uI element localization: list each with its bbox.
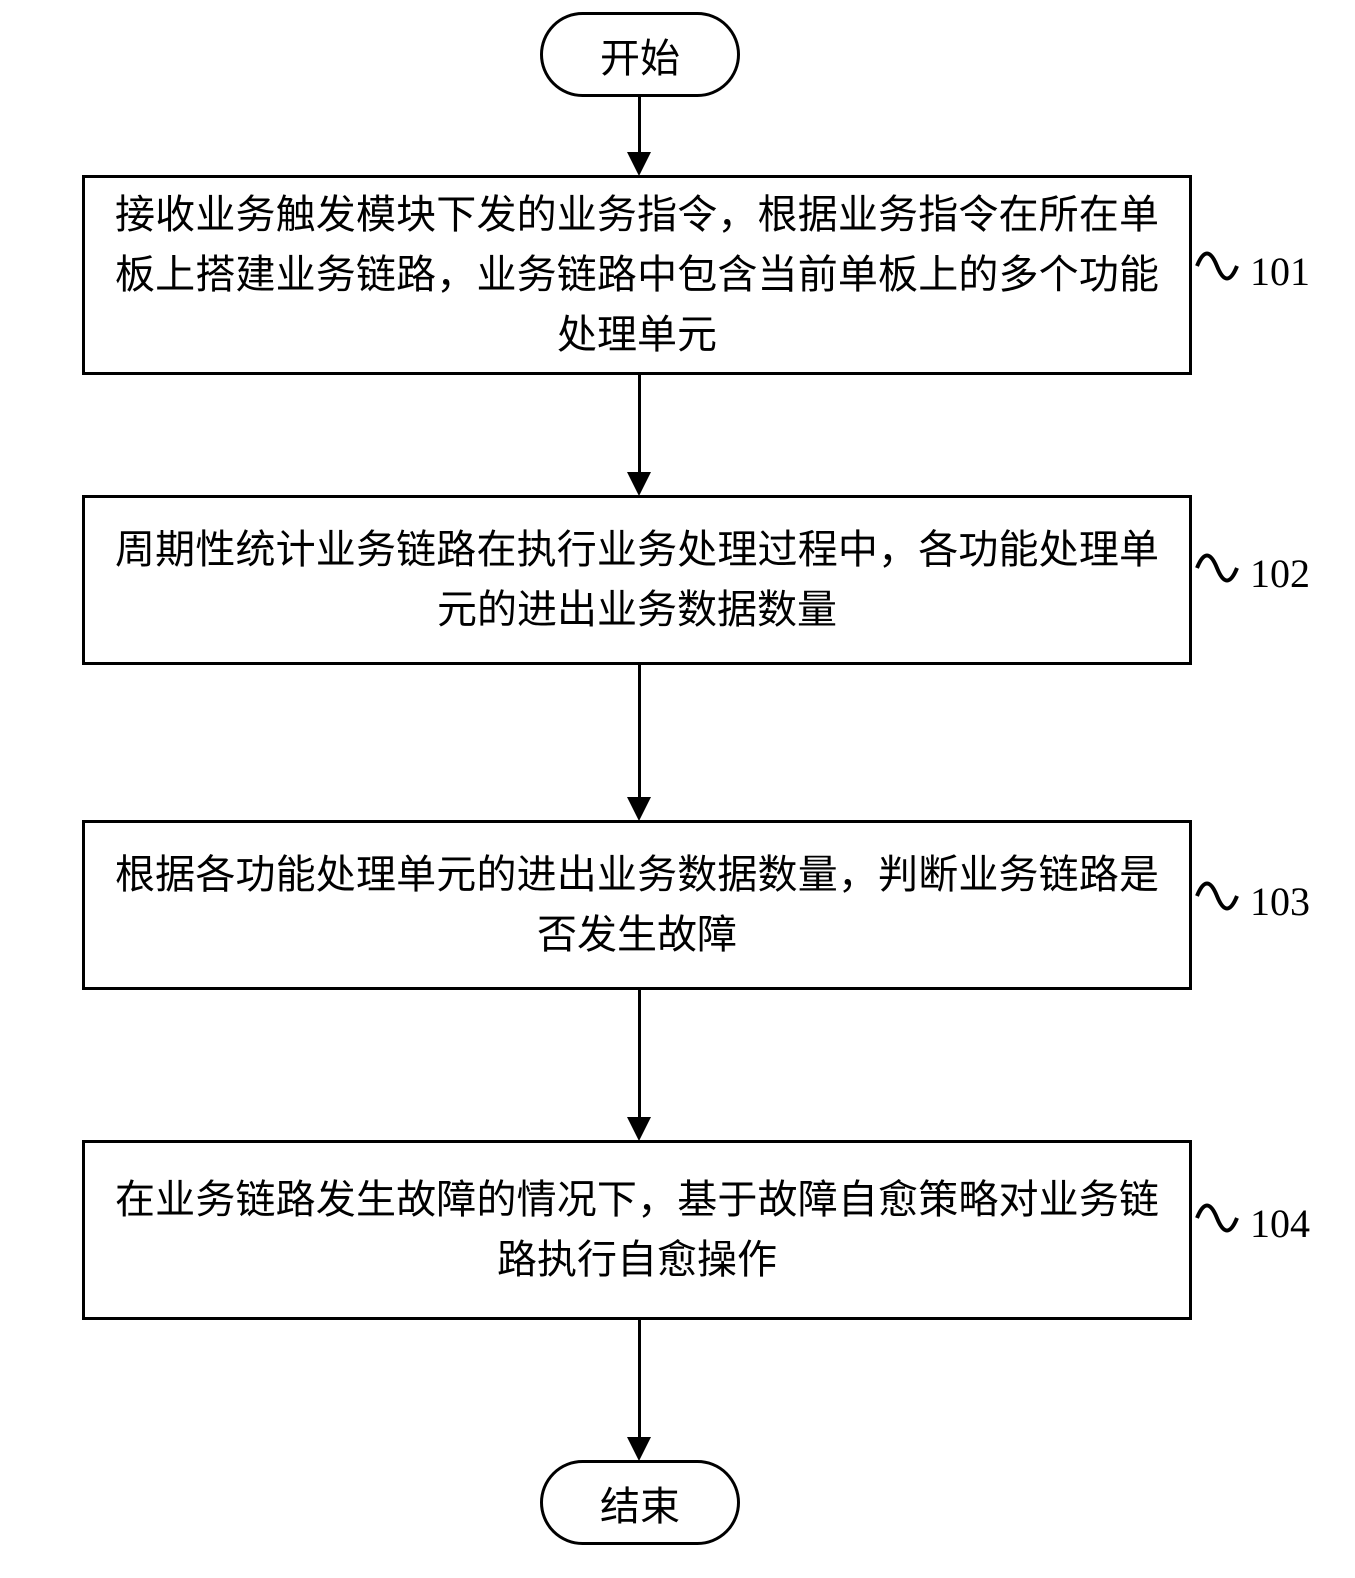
arrow-head-2 bbox=[627, 797, 651, 821]
arrow-head-3 bbox=[627, 1117, 651, 1141]
terminal-start: 开始 bbox=[540, 12, 740, 97]
process-step-103-text: 根据各功能处理单元的进出业务数据数量，判断业务链路是否发生故障 bbox=[115, 845, 1159, 965]
process-step-101-text: 接收业务触发模块下发的业务指令，根据业务指令在所在单板上搭建业务链路，业务链路中… bbox=[115, 185, 1159, 365]
arrow-3 bbox=[638, 990, 641, 1120]
terminal-end: 结束 bbox=[540, 1460, 740, 1545]
process-step-102: 周期性统计业务链路在执行业务处理过程中，各功能处理单元的进出业务数据数量 bbox=[82, 495, 1192, 665]
step-label-104: 104 bbox=[1250, 1200, 1310, 1247]
terminal-start-label: 开始 bbox=[600, 26, 680, 84]
step-label-102: 102 bbox=[1250, 550, 1310, 597]
squiggle-101 bbox=[1192, 236, 1242, 296]
squiggle-103 bbox=[1192, 866, 1242, 926]
arrow-1 bbox=[638, 375, 641, 475]
process-step-103: 根据各功能处理单元的进出业务数据数量，判断业务链路是否发生故障 bbox=[82, 820, 1192, 990]
step-label-103: 103 bbox=[1250, 878, 1310, 925]
process-step-101: 接收业务触发模块下发的业务指令，根据业务指令在所在单板上搭建业务链路，业务链路中… bbox=[82, 175, 1192, 375]
arrow-0 bbox=[638, 97, 641, 155]
arrow-head-4 bbox=[627, 1437, 651, 1461]
process-step-102-text: 周期性统计业务链路在执行业务处理过程中，各功能处理单元的进出业务数据数量 bbox=[115, 520, 1159, 640]
squiggle-102 bbox=[1192, 538, 1242, 598]
arrow-head-0 bbox=[627, 152, 651, 176]
process-step-104: 在业务链路发生故障的情况下，基于故障自愈策略对业务链路执行自愈操作 bbox=[82, 1140, 1192, 1320]
arrow-2 bbox=[638, 665, 641, 800]
process-step-104-text: 在业务链路发生故障的情况下，基于故障自愈策略对业务链路执行自愈操作 bbox=[115, 1170, 1159, 1290]
flowchart-container: 开始 接收业务触发模块下发的业务指令，根据业务指令在所在单板上搭建业务链路，业务… bbox=[0, 0, 1355, 1578]
arrow-4 bbox=[638, 1320, 641, 1440]
arrow-head-1 bbox=[627, 472, 651, 496]
terminal-end-label: 结束 bbox=[600, 1474, 680, 1532]
squiggle-104 bbox=[1192, 1188, 1242, 1248]
step-label-101: 101 bbox=[1250, 248, 1310, 295]
